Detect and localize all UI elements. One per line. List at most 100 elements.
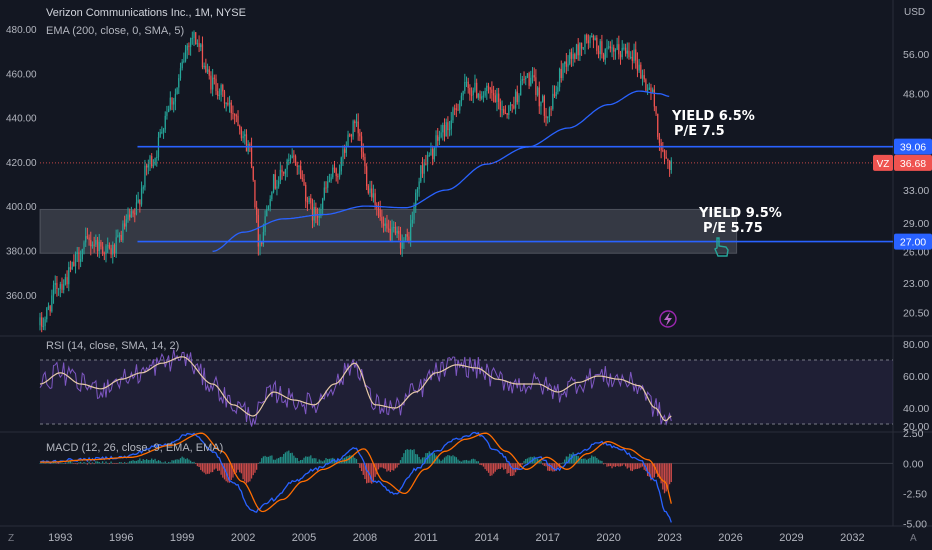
macd-histogram-bar xyxy=(499,463,501,470)
macd-histogram-bar xyxy=(139,458,141,464)
candle-body xyxy=(257,214,259,247)
candle-body xyxy=(151,156,153,167)
candle-body xyxy=(73,261,75,267)
macd-histogram-bar xyxy=(430,452,432,464)
macd-histogram-bar xyxy=(652,463,654,479)
left-tick-label: 380.00 xyxy=(6,247,37,258)
macd-histogram-bar xyxy=(90,463,92,465)
candle-body xyxy=(580,42,583,49)
macd-histogram-bar xyxy=(650,463,652,481)
macd-histogram-bar xyxy=(256,463,258,470)
macd-histogram-bar xyxy=(477,461,479,464)
macd-histogram-bar xyxy=(543,463,545,466)
macd-pane[interactable] xyxy=(39,431,893,523)
ema-layer xyxy=(212,90,670,252)
right-tick-label: 56.00 xyxy=(903,49,929,61)
candle-body xyxy=(596,37,598,51)
macd-histogram-bar xyxy=(83,462,85,464)
candle-body xyxy=(159,132,161,138)
macd-histogram-bar xyxy=(521,463,523,465)
candle-body xyxy=(469,87,471,95)
macd-histogram-bar xyxy=(555,463,557,471)
macd-histogram-bar xyxy=(391,463,393,471)
macd-histogram-bar xyxy=(602,463,605,465)
candle-body xyxy=(227,102,229,105)
macd-histogram-bar xyxy=(608,463,610,467)
time-tick-label: 2032 xyxy=(840,532,864,544)
rsi-tick-label: 80.00 xyxy=(903,339,929,351)
candle-body xyxy=(572,54,574,59)
candle-body xyxy=(330,177,332,181)
macd-histogram-bar xyxy=(125,463,127,464)
candle-body xyxy=(147,164,149,168)
candle-body xyxy=(176,87,178,94)
macd-histogram-bar xyxy=(479,463,481,465)
macd-histogram-bar xyxy=(156,461,158,464)
macd-histogram-bar xyxy=(291,452,293,464)
macd-histogram-bar xyxy=(110,461,112,464)
candle-body xyxy=(552,93,554,109)
candle-body xyxy=(564,61,566,64)
macd-histogram-bar xyxy=(492,463,495,474)
macd-histogram-bar xyxy=(433,453,435,464)
candle-body xyxy=(591,36,593,38)
candle-body xyxy=(408,236,410,242)
candle-body xyxy=(256,207,258,215)
candle-body xyxy=(184,50,187,61)
candle-body xyxy=(310,198,312,204)
candle-body xyxy=(489,87,491,90)
candle-body xyxy=(174,93,177,102)
macd-histogram-bar xyxy=(580,458,583,464)
macd-histogram-bar xyxy=(220,463,222,475)
macd-histogram-bar xyxy=(340,460,342,464)
price-pane[interactable] xyxy=(39,30,672,333)
macd-histogram-bar xyxy=(582,458,584,464)
candle-body xyxy=(291,155,293,159)
macd-histogram-bar xyxy=(470,459,473,464)
candle-body xyxy=(374,193,376,205)
macd-histogram-bar xyxy=(408,449,410,464)
macd-histogram-bar xyxy=(86,463,89,465)
candle-body xyxy=(294,156,297,166)
macd-histogram-bar xyxy=(432,452,434,464)
macd-histogram-bar xyxy=(398,463,400,465)
candle-body xyxy=(274,174,276,189)
macd-histogram-bar xyxy=(411,450,413,464)
macd-histogram-bar xyxy=(69,461,72,464)
macd-histogram-bar xyxy=(349,455,351,464)
macd-histogram-bar xyxy=(217,463,219,471)
macd-histogram-bar xyxy=(657,463,659,478)
candle-body xyxy=(570,52,573,59)
macd-histogram-bar xyxy=(279,456,281,464)
candle-body xyxy=(250,146,253,167)
macd-histogram-bar xyxy=(443,457,446,464)
macd-histogram-bar xyxy=(450,456,452,464)
macd-histogram-bar xyxy=(540,460,542,464)
macd-histogram-bar xyxy=(322,461,324,464)
candle-body xyxy=(186,45,188,51)
time-tick-label: 1999 xyxy=(170,532,194,544)
candle-body xyxy=(536,87,539,95)
macd-histogram-bar xyxy=(130,460,133,464)
rsi-pane[interactable] xyxy=(39,349,893,427)
macd-histogram-bar xyxy=(318,459,320,464)
macd-histogram-bar xyxy=(377,463,380,470)
macd-histogram-bar xyxy=(440,460,442,464)
candle-body xyxy=(575,44,578,59)
candle-body xyxy=(230,102,232,114)
macd-tick-label: -5.00 xyxy=(903,519,927,531)
candle-body xyxy=(233,114,236,116)
candle-body xyxy=(154,157,156,166)
horizontal-lines[interactable] xyxy=(40,145,893,243)
macd-histogram-bar xyxy=(305,456,307,464)
macd-histogram-bar xyxy=(191,462,193,464)
macd-histogram-bar xyxy=(135,460,138,464)
macd-histogram-bar xyxy=(653,463,655,478)
time-tick-label: 2005 xyxy=(292,532,316,544)
candle-body xyxy=(667,158,669,162)
macd-histogram-bar xyxy=(333,458,336,464)
candle-body xyxy=(638,64,640,71)
candle-body xyxy=(178,78,180,88)
macd-histogram-bar xyxy=(476,461,478,464)
